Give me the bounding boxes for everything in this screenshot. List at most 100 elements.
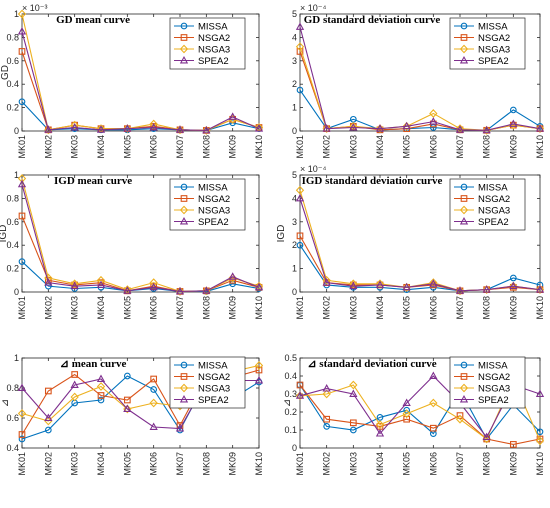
data-point-NSGA2: [296, 232, 304, 240]
series-line-MISSA: [299, 89, 541, 131]
legend-label-NSGA3: NSGA3: [198, 45, 230, 56]
x-tick-label: MK09: [508, 452, 518, 476]
x-tick-label: MK08: [201, 135, 211, 159]
data-point-SPEA2: [44, 125, 53, 133]
data-point-NSGA3: [175, 287, 185, 296]
data-point-SPEA2: [535, 285, 545, 293]
legend-label-MISSA: MISSA: [198, 361, 228, 372]
legend-marker-NSGA2: [460, 373, 468, 380]
data-point-SPEA2: [322, 124, 331, 132]
data-point-SPEA2: [17, 27, 27, 35]
data-point-SPEA2: [535, 124, 545, 132]
data-point-NSGA3: [349, 279, 358, 289]
data-point-SPEA2: [375, 124, 385, 132]
y-tick-label: 0.6: [6, 217, 19, 227]
data-point-NSGA2: [296, 381, 304, 389]
data-point-SPEA2: [202, 286, 211, 294]
data-point-SPEA2: [17, 179, 27, 188]
legend-marker-MISSA: [460, 22, 468, 30]
axes-box: [299, 357, 541, 449]
x-tick-label: MK03: [348, 296, 358, 320]
x-tick-label: MK05: [122, 452, 132, 476]
data-point-NSGA3: [322, 389, 331, 399]
data-point-SPEA2: [375, 429, 385, 437]
legend-label-MISSA: MISSA: [198, 22, 228, 33]
x-tick-label: MK08: [482, 452, 492, 476]
data-point-SPEA2: [535, 389, 545, 397]
series-line-NSGA2: [21, 215, 260, 292]
y-tick-label: 0.2: [6, 264, 19, 274]
data-point-SPEA2: [349, 389, 358, 397]
data-point-MISSA: [429, 124, 437, 131]
data-point-SPEA2: [175, 286, 185, 295]
legend-label-NSGA2: NSGA2: [478, 33, 510, 44]
x-tick-label: MK02: [322, 452, 332, 476]
data-point-SPEA2: [254, 282, 264, 291]
x-tick-label: MK01: [295, 296, 305, 320]
x-tick-label: MK03: [70, 452, 80, 476]
legend-marker-SPEA2: [459, 394, 469, 403]
data-point-NSGA2: [429, 424, 437, 432]
series-line-MISSA: [21, 101, 260, 131]
x-tick-label: MK05: [122, 296, 132, 320]
y-tick-label: 0.3: [284, 389, 297, 399]
data-point-NSGA2: [150, 375, 158, 383]
data-point-SPEA2: [44, 278, 53, 286]
data-point-MISSA: [18, 98, 26, 106]
x-tick-label: MK10: [254, 296, 264, 320]
data-point-NSGA3: [70, 120, 79, 130]
chart-panel-6: 0 0.1 0.2 0.3 0.4 0.5 MK01 MK02 MK03 MK04 MK05 MK06…: [282, 353, 545, 476]
data-point-NSGA3: [70, 279, 79, 289]
series-line-MISSA: [21, 261, 260, 292]
y-axis-label: ⊿: [282, 399, 293, 407]
y-tick-label: 4: [292, 193, 297, 203]
data-point-NSGA3: [295, 185, 305, 195]
data-point-SPEA2: [17, 383, 27, 391]
y-tick-label: 0: [292, 126, 297, 136]
chart-title: IGD standard deviation curve: [302, 175, 443, 187]
data-point-NSGA3: [482, 285, 491, 295]
x-tick-label: MK07: [455, 452, 465, 476]
data-point-SPEA2: [375, 280, 385, 288]
data-point-NSGA3: [44, 125, 53, 135]
y-tick-label: 0: [292, 443, 297, 453]
data-point-NSGA3: [254, 361, 264, 370]
data-point-NSGA2: [255, 366, 263, 374]
data-point-MISSA: [97, 396, 105, 404]
series-SPEA2: [17, 374, 264, 432]
x-tick-label: MK06: [428, 135, 438, 159]
x-tick-label: MK08: [482, 135, 492, 159]
data-point-SPEA2: [202, 125, 211, 134]
y-tick-label: 0.6: [6, 56, 19, 66]
legend-marker-NSGA2: [180, 195, 188, 202]
x-tick-label: MK04: [96, 135, 106, 159]
legend-label-NSGA3: NSGA3: [478, 45, 510, 56]
legend-marker-SPEA2: [459, 55, 469, 64]
legend-label-MISSA: MISSA: [478, 22, 508, 33]
data-point-NSGA3: [455, 286, 465, 296]
y-tick-label: 0.2: [284, 407, 297, 417]
series-line-SPEA2: [21, 31, 260, 131]
series-line-NSGA3: [21, 13, 260, 131]
legend-label-SPEA2: SPEA2: [198, 217, 229, 228]
data-point-SPEA2: [482, 432, 491, 441]
legend-marker-SPEA2: [179, 55, 189, 64]
data-point-SPEA2: [322, 384, 331, 392]
legend-marker-NSGA2: [460, 34, 468, 41]
x-tick-label: MK05: [402, 452, 412, 476]
y-tick-label: 0.4: [284, 371, 297, 381]
data-point-NSGA3: [535, 436, 545, 446]
x-tick-label: MK06: [428, 296, 438, 320]
data-point-NSGA2: [18, 431, 26, 438]
data-point-NSGA3: [402, 121, 411, 131]
data-point-SPEA2: [123, 124, 132, 132]
data-point-MISSA: [536, 428, 544, 436]
chart-panel-1: 0 0.2 0.4 0.6 0.8 1 MK01 MK02 MK03 MK04 MK05 MK06 MK…: [0, 3, 264, 159]
data-point-MISSA: [509, 274, 517, 282]
data-point-SPEA2: [149, 282, 158, 291]
x-tick-label: MK09: [508, 296, 518, 320]
data-point-NSGA3: [482, 125, 491, 135]
legend-label-NSGA2: NSGA2: [198, 194, 230, 205]
data-point-SPEA2: [149, 422, 158, 430]
